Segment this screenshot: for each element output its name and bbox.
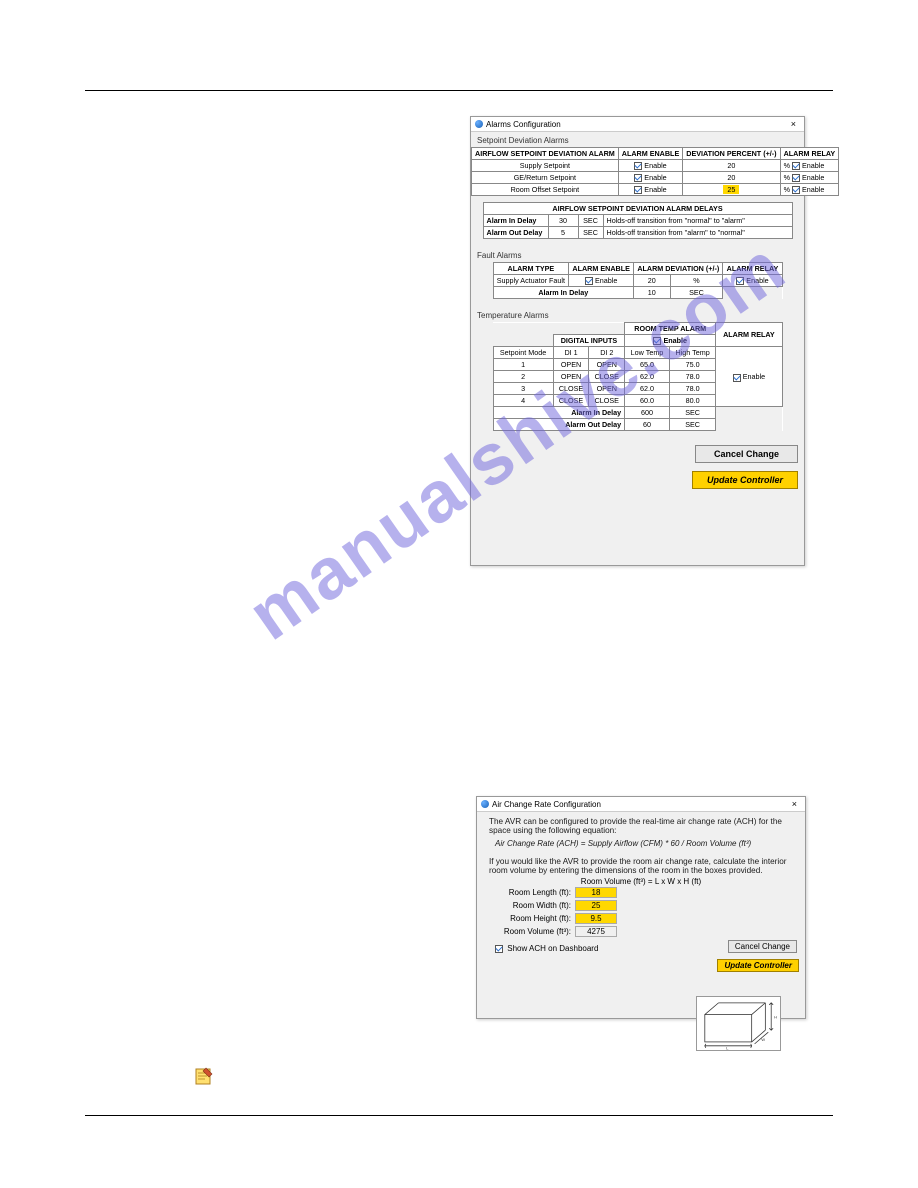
update-controller-button[interactable]: Update Controller [717,959,799,972]
dialog-title: Air Change Rate Configuration [492,800,601,809]
form-row: Room Volume (ft³): 4275 [477,925,805,938]
deviation-input[interactable]: 25 [723,185,739,194]
temp-table: ROOM TEMP ALARM ALARM RELAY DIGITAL INPU… [493,322,783,431]
title-bar[interactable]: Alarms Configuration × [471,117,804,132]
form-row: Room Height (ft): 9.5 [477,912,805,925]
enable-checkbox[interactable] [585,277,593,285]
room-diagram: L W H [696,996,781,1051]
table-row: Supply Actuator Fault Enable 20 % Enable [493,275,782,287]
room-height-input[interactable]: 9.5 [575,913,617,924]
table-row: Alarm In Delay 30 SEC Holds-off transiti… [483,215,792,227]
room-length-label: Room Length (ft): [495,888,575,897]
note-icon [194,1066,214,1086]
svg-text:L: L [726,1046,729,1051]
table-row: Alarm In Delay 600 SEC [493,407,782,419]
header-rule [85,90,833,91]
relay-checkbox[interactable] [733,374,741,382]
room-volume-output: 4275 [575,926,617,937]
enable-checkbox[interactable] [634,162,642,170]
section-fault-label: Fault Alarms [477,251,804,260]
fault-table: ALARM TYPE ALARM ENABLE ALARM DEVIATION … [493,262,783,299]
intro-text: The AVR can be configured to provide the… [477,812,805,837]
cancel-button[interactable]: Cancel Change [728,940,797,953]
relay-checkbox[interactable] [792,186,800,194]
room-volume-label: Room Volume (ft³): [495,927,575,936]
enable-checkbox[interactable] [634,186,642,194]
relay-checkbox[interactable] [792,162,800,170]
table-row: Supply Setpoint Enable 20 % Enable [472,160,839,172]
form-row: Room Width (ft): 25 [477,899,805,912]
svg-text:W: W [761,1037,765,1042]
table-row: Alarm Out Delay 5 SEC Holds-off transiti… [483,227,792,239]
equation: Air Change Rate (ACH) = Supply Airflow (… [477,837,805,852]
update-controller-button[interactable]: Update Controller [692,471,798,489]
table-row: Alarm Out Delay 60 SEC [493,419,782,431]
close-icon[interactable]: × [788,799,801,809]
section-temp-label: Temperature Alarms [477,311,804,320]
app-icon [481,800,489,808]
room-volume-formula: Room Volume (ft³) = L x W x H (ft) [477,877,805,886]
footer-rule [85,1115,833,1116]
alarms-config-dialog: Alarms Configuration × Setpoint Deviatio… [470,116,805,566]
svg-text:H: H [774,1014,777,1019]
enable-checkbox[interactable] [634,174,642,182]
cancel-button[interactable]: Cancel Change [695,445,798,463]
dialog-title: Alarms Configuration [486,120,561,129]
app-icon [475,120,483,128]
setpoint-deviation-table: AIRFLOW SETPOINT DEVIATION ALARM ALARM E… [471,147,839,196]
page: manualshive.com Alarms Configuration × S… [0,0,918,141]
table-row: Alarm In Delay 10 SEC [493,287,782,299]
room-width-label: Room Width (ft): [495,901,575,910]
show-ach-checkbox[interactable] [495,945,503,953]
air-change-dialog: Air Change Rate Configuration × The AVR … [476,796,806,1019]
table-row: GE/Return Setpoint Enable 20 % Enable [472,172,839,184]
table-row: Room Offset Setpoint Enable 25 % Enable [472,184,839,196]
instruction-text: If you would like the AVR to provide the… [477,852,805,877]
relay-checkbox[interactable] [736,277,744,285]
show-ach-label: Show ACH on Dashboard [507,944,598,953]
delay-table: AIRFLOW SETPOINT DEVIATION ALARM DELAYS … [483,202,793,239]
close-icon[interactable]: × [787,119,800,129]
room-height-label: Room Height (ft): [495,914,575,923]
relay-checkbox[interactable] [792,174,800,182]
room-length-input[interactable]: 18 [575,887,617,898]
form-row: Room Length (ft): 18 [477,886,805,899]
title-bar[interactable]: Air Change Rate Configuration × [477,797,805,812]
room-width-input[interactable]: 25 [575,900,617,911]
section-setpoint-label: Setpoint Deviation Alarms [477,136,804,145]
room-temp-enable-checkbox[interactable] [653,337,661,345]
